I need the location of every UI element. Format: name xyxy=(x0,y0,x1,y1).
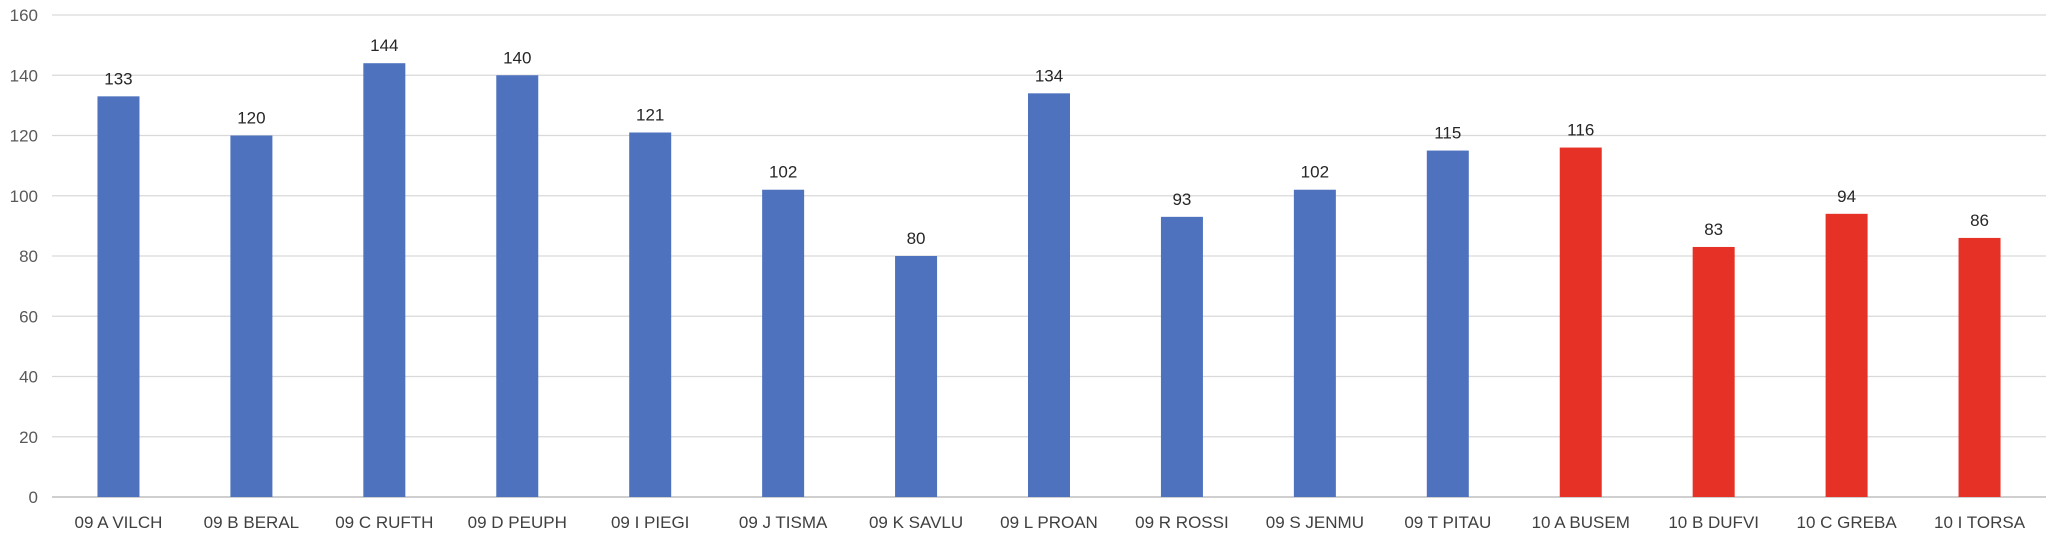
bar xyxy=(1160,216,1203,497)
bar xyxy=(1825,213,1868,497)
x-tick-label: 10 C GREBA xyxy=(1797,513,1898,532)
data-label: 80 xyxy=(907,229,926,248)
x-tick-label: 09 K SAVLU xyxy=(869,513,963,532)
data-label: 133 xyxy=(104,69,132,88)
data-label: 134 xyxy=(1035,66,1063,85)
x-tick-label: 10 B DUFVI xyxy=(1668,513,1759,532)
data-label: 121 xyxy=(636,105,664,124)
x-tick-label: 09 S JENMU xyxy=(1266,513,1364,532)
x-tick-label: 09 J TISMA xyxy=(739,513,828,532)
y-tick-label: 100 xyxy=(10,187,38,206)
y-tick-label: 160 xyxy=(10,6,38,25)
bar xyxy=(1958,237,2001,498)
data-label: 140 xyxy=(503,48,531,67)
x-tick-label: 09 L PROAN xyxy=(1000,513,1098,532)
data-labels: 133 120 144 140 121 102 80 134 93 102 115 116 83 94 86 xyxy=(104,36,1989,248)
x-tick-label: 09 D PEUPH xyxy=(468,513,567,532)
data-label: 94 xyxy=(1837,187,1856,206)
data-label: 115 xyxy=(1434,124,1461,143)
bar xyxy=(1426,150,1469,497)
y-tick-label: 120 xyxy=(10,127,38,146)
bar xyxy=(363,63,406,497)
x-tick-label: 09 T PITAU xyxy=(1404,513,1491,532)
x-tick-label: 10 I TORSA xyxy=(1934,513,2026,532)
bar xyxy=(230,135,273,497)
y-tick-label: 40 xyxy=(19,368,38,387)
x-tick-label: 09 B BERAL xyxy=(204,513,299,532)
x-tick-label: 09 C RUFTH xyxy=(335,513,433,532)
y-tick-label: 20 xyxy=(19,428,38,447)
y-axis-ticks: 0 20 40 60 80 100 120 140 160 xyxy=(10,6,38,507)
x-tick-label: 10 A BUSEM xyxy=(1532,513,1630,532)
y-tick-label: 80 xyxy=(19,247,38,266)
bar xyxy=(895,256,938,497)
bar xyxy=(1293,189,1336,497)
bar xyxy=(97,96,140,498)
bar xyxy=(629,132,672,498)
data-label: 102 xyxy=(769,163,797,182)
bar xyxy=(1028,93,1070,497)
data-label: 86 xyxy=(1970,211,1989,230)
data-label: 83 xyxy=(1704,220,1723,239)
y-tick-label: 0 xyxy=(29,488,38,507)
bars xyxy=(97,63,2001,498)
x-axis-ticks: 09 A VILCH 09 B BERAL 09 C RUFTH 09 D PEUPH… xyxy=(75,513,2026,532)
y-tick-label: 60 xyxy=(19,307,38,326)
x-tick-label: 09 I PIEGI xyxy=(611,513,689,532)
data-label: 144 xyxy=(370,36,398,55)
bar xyxy=(762,189,805,497)
data-label: 93 xyxy=(1172,190,1191,209)
data-label: 120 xyxy=(237,109,265,128)
y-tick-label: 140 xyxy=(10,66,38,85)
x-tick-label: 09 A VILCH xyxy=(75,513,163,532)
data-label: 116 xyxy=(1567,121,1594,140)
bar xyxy=(496,75,539,497)
bar xyxy=(1692,246,1735,497)
bar xyxy=(1559,147,1602,498)
x-tick-label: 09 R ROSSI xyxy=(1135,513,1229,532)
data-label: 102 xyxy=(1301,163,1329,182)
